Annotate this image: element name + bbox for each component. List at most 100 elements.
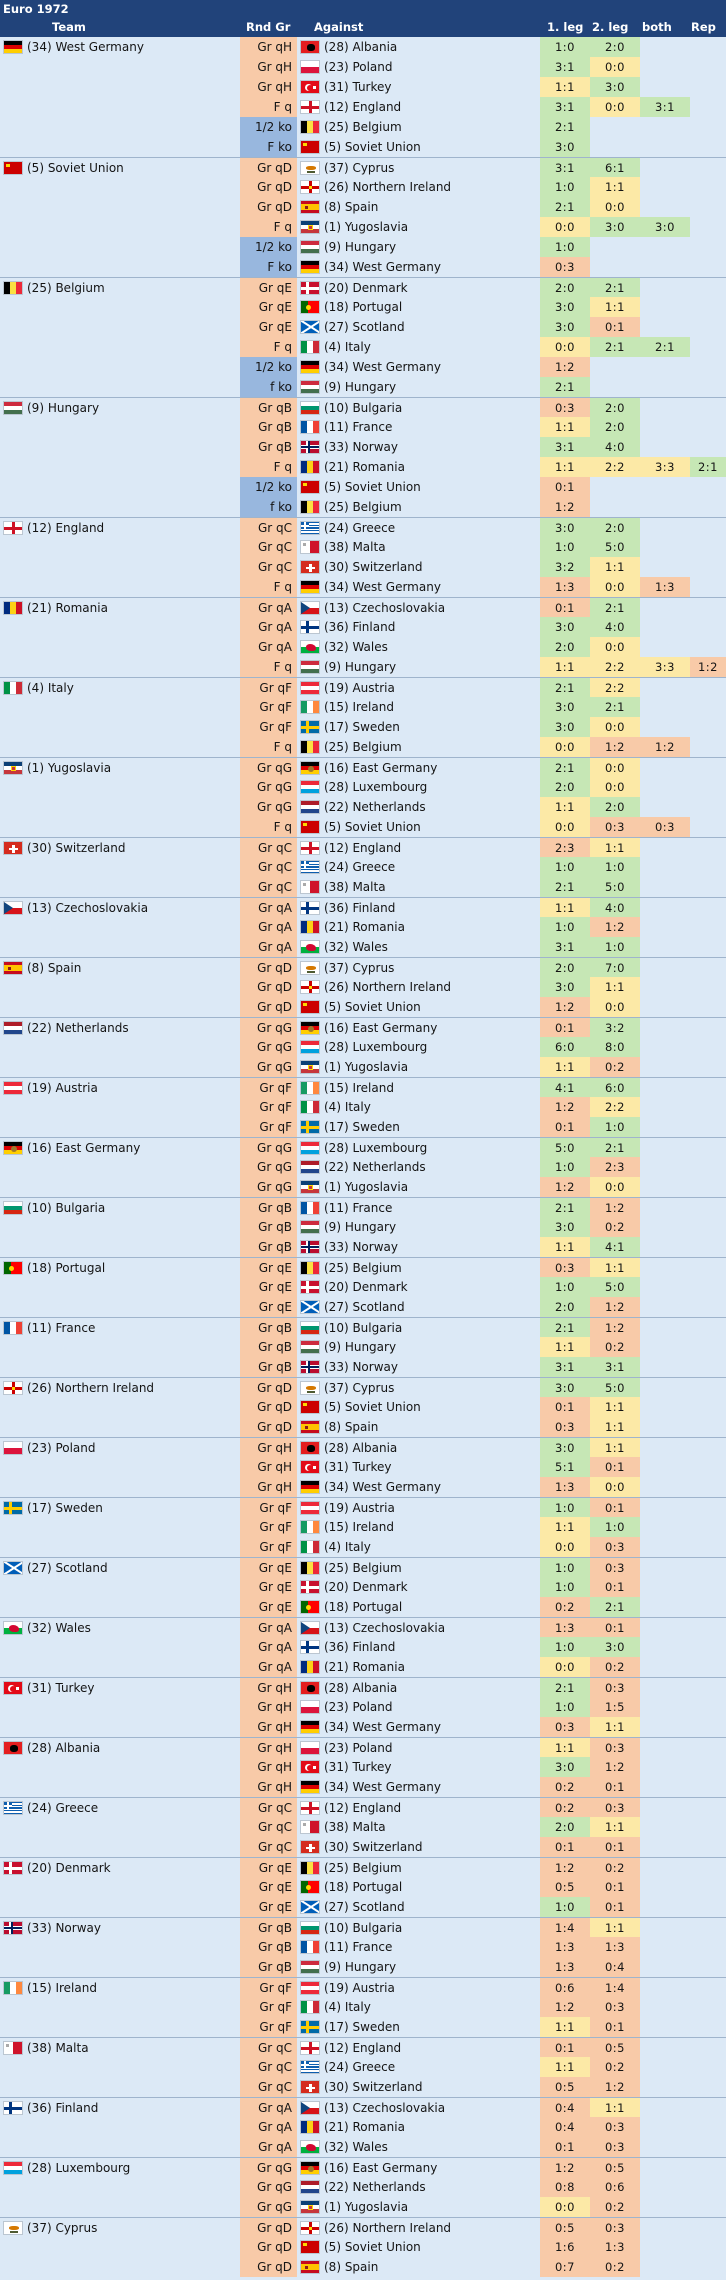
aggregate-score bbox=[640, 37, 690, 57]
table-row: Gr qC (24) Greece 1:1 0:2 bbox=[0, 2057, 726, 2077]
italy-flag-icon bbox=[300, 1540, 320, 1554]
replay-score bbox=[690, 1337, 726, 1357]
team-name: (28) Albania bbox=[27, 1741, 101, 1755]
leg1-score: 1:0 bbox=[540, 857, 590, 877]
denmark-flag-icon bbox=[300, 1280, 320, 1294]
aggregate-score bbox=[640, 398, 690, 418]
table-row: 1/2 ko (5) Soviet Union 0:1 bbox=[0, 477, 726, 497]
team-cell bbox=[0, 917, 240, 937]
replay-score bbox=[690, 1217, 726, 1237]
aggregate-score bbox=[640, 1138, 690, 1158]
opponent-name: (27) Scotland bbox=[324, 1900, 405, 1914]
leg2-score: 0:3 bbox=[590, 1678, 640, 1698]
aggregate-score bbox=[640, 158, 690, 178]
round-cell: F q bbox=[240, 457, 297, 477]
table-row: Gr qB (9) Hungary 1:1 0:2 bbox=[0, 1337, 726, 1357]
opponent-cell: (25) Belgium bbox=[297, 737, 540, 757]
opponent-cell: (22) Netherlands bbox=[297, 797, 540, 817]
leg2-score: 2:0 bbox=[590, 797, 640, 817]
leg1-score: 3:1 bbox=[540, 57, 590, 77]
west-germany-flag-icon bbox=[300, 1780, 320, 1794]
round-cell: Gr qB bbox=[240, 1337, 297, 1357]
round-cell: Gr qC bbox=[240, 877, 297, 897]
table-row: Gr qD (26) Northern Ireland 1:0 1:1 bbox=[0, 177, 726, 197]
opponent-cell: (37) Cyprus bbox=[297, 158, 540, 178]
replay-score bbox=[690, 1138, 726, 1158]
aggregate-score bbox=[640, 2077, 690, 2097]
aggregate-score bbox=[640, 1877, 690, 1897]
austria-flag-icon bbox=[300, 681, 320, 695]
replay-score bbox=[690, 497, 726, 517]
opponent-name: (12) England bbox=[324, 2041, 402, 2055]
leg2-score: 2:2 bbox=[590, 457, 640, 477]
leg1-score: 1:1 bbox=[540, 898, 590, 918]
replay-score bbox=[690, 917, 726, 937]
aggregate-score bbox=[640, 1477, 690, 1497]
opponent-cell: (9) Hungary bbox=[297, 1957, 540, 1977]
round-cell: Gr qE bbox=[240, 1877, 297, 1897]
opponent-name: (22) Netherlands bbox=[324, 800, 426, 814]
aggregate-score bbox=[640, 2137, 690, 2157]
replay-score bbox=[690, 877, 726, 897]
round-cell: Gr qD bbox=[240, 997, 297, 1017]
leg2-score: 1:1 bbox=[590, 1717, 640, 1737]
opponent-cell: (34) West Germany bbox=[297, 1477, 540, 1497]
leg1-score: 1:1 bbox=[540, 1738, 590, 1758]
round-cell: Gr qB bbox=[240, 1198, 297, 1218]
team-cell bbox=[0, 1897, 240, 1917]
table-row: Gr qA (21) Romania 1:0 1:2 bbox=[0, 917, 726, 937]
round-cell: Gr qA bbox=[240, 937, 297, 957]
luxembourg-flag-icon bbox=[300, 1141, 320, 1155]
opponent-name: (5) Soviet Union bbox=[324, 480, 421, 494]
replay-score bbox=[690, 737, 726, 757]
team-name: (10) Bulgaria bbox=[27, 1201, 106, 1215]
round-cell: Gr qH bbox=[240, 1438, 297, 1458]
replay-score bbox=[690, 1997, 726, 2017]
aggregate-score bbox=[640, 1297, 690, 1317]
italy-flag-icon bbox=[3, 681, 23, 695]
opponent-name: (8) Spain bbox=[324, 1420, 379, 1434]
replay-score bbox=[690, 2057, 726, 2077]
round-cell: F q bbox=[240, 737, 297, 757]
opponent-name: (4) Italy bbox=[324, 340, 371, 354]
france-flag-icon bbox=[300, 420, 320, 434]
team-cell: (19) Austria bbox=[0, 1078, 240, 1098]
round-cell: Gr qG bbox=[240, 2177, 297, 2197]
team-cell bbox=[0, 1877, 240, 1897]
leg2-score: 0:2 bbox=[590, 1217, 640, 1237]
round-cell: Gr qB bbox=[240, 1918, 297, 1938]
leg2-score: 2:0 bbox=[590, 518, 640, 538]
leg1-score: 0:2 bbox=[540, 1597, 590, 1617]
aggregate-score bbox=[640, 2038, 690, 2058]
team-cell bbox=[0, 997, 240, 1017]
replay-score bbox=[690, 2218, 726, 2238]
leg2-score: 0:0 bbox=[590, 1177, 640, 1197]
table-row: (30) Switzerland Gr qC (12) England 2:3 1:1 bbox=[0, 837, 726, 858]
leg2-score: 1:1 bbox=[590, 1417, 640, 1437]
table-row: Gr qE (18) Portugal 0:5 0:1 bbox=[0, 1877, 726, 1897]
leg1-score: 0:2 bbox=[540, 1798, 590, 1818]
luxembourg-flag-icon bbox=[3, 2161, 23, 2175]
leg1-score: 0:0 bbox=[540, 817, 590, 837]
opponent-name: (27) Scotland bbox=[324, 1300, 405, 1314]
replay-score bbox=[690, 1798, 726, 1818]
leg2-score: 0:3 bbox=[590, 817, 640, 837]
team-name: (38) Malta bbox=[27, 2041, 89, 2055]
leg1-score: 1:0 bbox=[540, 1577, 590, 1597]
table-row: 1/2 ko (9) Hungary 1:0 bbox=[0, 237, 726, 257]
table-row: (22) Netherlands Gr qG (16) East Germany 0:… bbox=[0, 1017, 726, 1038]
aggregate-score bbox=[640, 1777, 690, 1797]
poland-flag-icon bbox=[300, 60, 320, 74]
aggregate-score bbox=[640, 2197, 690, 2217]
opponent-cell: (24) Greece bbox=[297, 2057, 540, 2077]
norway-flag-icon bbox=[300, 440, 320, 454]
opponent-name: (23) Poland bbox=[324, 60, 393, 74]
aggregate-score bbox=[640, 557, 690, 577]
replay-score bbox=[690, 1558, 726, 1578]
team-name: (12) England bbox=[27, 521, 105, 535]
leg1-score: 0:1 bbox=[540, 2137, 590, 2157]
replay-score bbox=[690, 477, 726, 497]
round-cell: Gr qC bbox=[240, 2077, 297, 2097]
team-name: (13) Czechoslovakia bbox=[27, 901, 149, 915]
opponent-name: (31) Turkey bbox=[324, 1760, 392, 1774]
